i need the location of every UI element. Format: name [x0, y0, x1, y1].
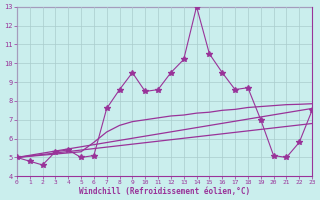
- X-axis label: Windchill (Refroidissement éolien,°C): Windchill (Refroidissement éolien,°C): [79, 187, 250, 196]
